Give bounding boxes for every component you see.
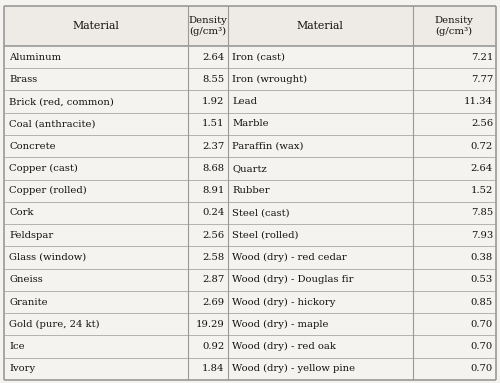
Text: 19.29: 19.29 [196, 320, 224, 329]
Bar [4, 46, 496, 68]
Bar [4, 157, 496, 180]
Text: 1.52: 1.52 [470, 186, 493, 195]
Bar [4, 180, 496, 202]
Text: Feldspar: Feldspar [9, 231, 53, 240]
Text: Copper (cast): Copper (cast) [9, 164, 78, 173]
Text: 7.21: 7.21 [470, 52, 493, 62]
Text: Wood (dry) - yellow pine: Wood (dry) - yellow pine [232, 364, 356, 373]
Text: 0.92: 0.92 [202, 342, 224, 351]
Text: Ice: Ice [9, 342, 24, 351]
Bar [4, 6, 496, 46]
Text: Wood (dry) - hickory: Wood (dry) - hickory [232, 298, 336, 306]
Text: Aluminum: Aluminum [9, 52, 61, 62]
Text: Ivory: Ivory [9, 364, 35, 373]
Text: 2.56: 2.56 [202, 231, 224, 240]
Text: 2.56: 2.56 [471, 119, 493, 128]
Text: Paraffin (wax): Paraffin (wax) [232, 142, 304, 151]
Text: 2.37: 2.37 [202, 142, 224, 151]
Text: Gneiss: Gneiss [9, 275, 43, 284]
Bar [4, 336, 496, 358]
Text: Marble: Marble [232, 119, 269, 128]
Text: 7.85: 7.85 [471, 208, 493, 218]
Text: 1.51: 1.51 [202, 119, 224, 128]
Text: 7.77: 7.77 [471, 75, 493, 84]
Text: 1.92: 1.92 [202, 97, 224, 106]
Text: Cork: Cork [9, 208, 34, 218]
Text: Rubber: Rubber [232, 186, 270, 195]
Text: Lead: Lead [232, 97, 258, 106]
Text: 0.38: 0.38 [471, 253, 493, 262]
Text: 0.70: 0.70 [471, 364, 493, 373]
Bar [4, 202, 496, 224]
Text: Glass (window): Glass (window) [9, 253, 86, 262]
Text: Wood (dry) - red oak: Wood (dry) - red oak [232, 342, 336, 351]
Bar [4, 268, 496, 291]
Bar [4, 90, 496, 113]
Bar [4, 224, 496, 246]
Bar [4, 113, 496, 135]
Text: Quartz: Quartz [232, 164, 267, 173]
Text: 8.55: 8.55 [202, 75, 224, 84]
Text: Iron (wrought): Iron (wrought) [232, 75, 308, 84]
Bar [4, 291, 496, 313]
Text: 0.53: 0.53 [471, 275, 493, 284]
Text: 2.64: 2.64 [471, 164, 493, 173]
Text: Density
(g/cm³): Density (g/cm³) [435, 16, 474, 36]
Text: Coal (anthracite): Coal (anthracite) [9, 119, 96, 128]
Text: 0.70: 0.70 [471, 320, 493, 329]
Bar [4, 246, 496, 268]
Text: Granite: Granite [9, 298, 48, 306]
Text: 7.93: 7.93 [471, 231, 493, 240]
Text: Wood (dry) - maple: Wood (dry) - maple [232, 320, 329, 329]
Text: 1.84: 1.84 [202, 364, 224, 373]
Text: 2.87: 2.87 [202, 275, 224, 284]
Text: Copper (rolled): Copper (rolled) [9, 186, 87, 195]
Bar [4, 135, 496, 157]
Text: 11.34: 11.34 [464, 97, 493, 106]
Text: 0.70: 0.70 [471, 342, 493, 351]
Text: 0.85: 0.85 [471, 298, 493, 306]
Text: Material: Material [296, 21, 344, 31]
Bar [4, 358, 496, 380]
Text: 0.24: 0.24 [202, 208, 224, 218]
Text: 0.72: 0.72 [471, 142, 493, 151]
Text: Steel (cast): Steel (cast) [232, 208, 290, 218]
Text: Steel (rolled): Steel (rolled) [232, 231, 299, 240]
Bar [4, 313, 496, 336]
Text: Brick (red, common): Brick (red, common) [9, 97, 114, 106]
Text: Material: Material [72, 21, 119, 31]
Text: Wood (dry) - red cedar: Wood (dry) - red cedar [232, 253, 347, 262]
Text: 8.68: 8.68 [202, 164, 224, 173]
Text: 2.58: 2.58 [202, 253, 224, 262]
Text: Iron (cast): Iron (cast) [232, 52, 285, 62]
Text: Density
(g/cm³): Density (g/cm³) [188, 16, 227, 36]
Text: 2.69: 2.69 [202, 298, 224, 306]
Text: Concrete: Concrete [9, 142, 56, 151]
Text: Brass: Brass [9, 75, 37, 84]
Text: Gold (pure, 24 kt): Gold (pure, 24 kt) [9, 320, 100, 329]
Text: 8.91: 8.91 [202, 186, 224, 195]
Text: Wood (dry) - Douglas fir: Wood (dry) - Douglas fir [232, 275, 354, 284]
Bar [4, 68, 496, 90]
Text: 2.64: 2.64 [202, 52, 224, 62]
